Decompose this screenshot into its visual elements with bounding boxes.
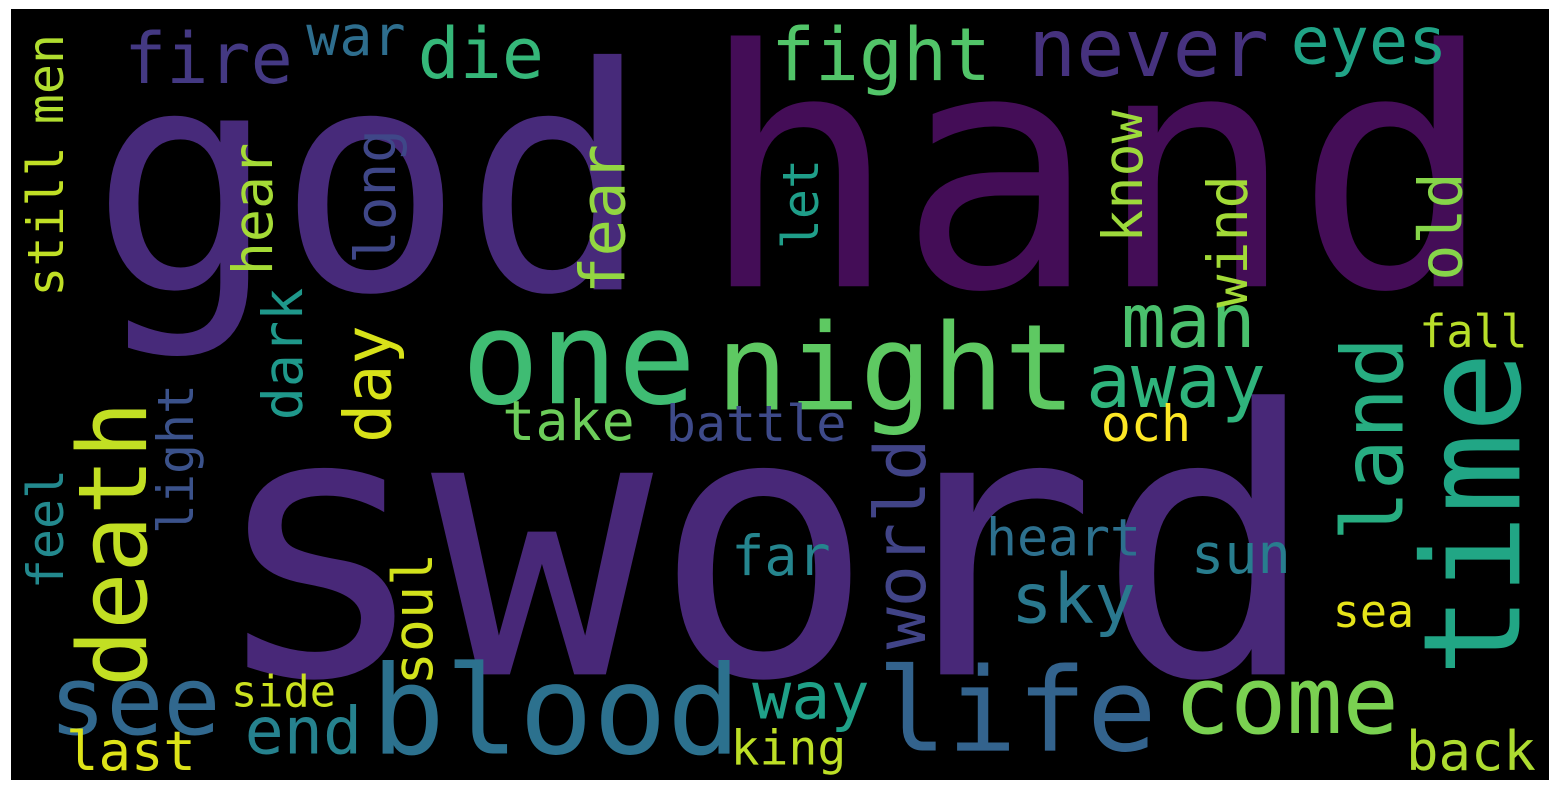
word-cloud: sword hand god time one night blood life…	[11, 9, 1549, 780]
word-one: one	[461, 282, 697, 435]
word-see: see	[49, 645, 221, 757]
word-fire: fire	[124, 17, 293, 100]
word-war: war	[306, 9, 406, 69]
word-fear: fear	[566, 144, 640, 294]
word-fight: fight	[771, 11, 992, 98]
word-end: end	[244, 693, 363, 770]
word-light: light	[146, 383, 205, 534]
word-know: know	[1091, 110, 1156, 243]
word-last: last	[66, 719, 196, 780]
word-old: old	[1405, 172, 1476, 281]
word-long: long	[342, 129, 409, 264]
word-wind: wind	[1196, 175, 1261, 308]
word-god: god	[90, 9, 651, 364]
word-och: och	[1100, 394, 1192, 453]
word-battle: battle	[665, 394, 847, 453]
word-eyes: eyes	[1290, 9, 1448, 80]
word-take: take	[502, 389, 635, 454]
word-sword: sword	[209, 331, 1320, 763]
word-let: let	[771, 158, 831, 250]
word-dark: dark	[251, 287, 316, 421]
word-world: world	[859, 438, 942, 650]
word-land: land	[1323, 336, 1423, 542]
word-back: back	[1406, 719, 1536, 780]
word-king: king	[730, 719, 847, 776]
word-man: man	[1121, 277, 1256, 365]
word-way: way	[752, 658, 870, 735]
word-hear: hear	[221, 142, 286, 276]
word-night: night	[716, 298, 1077, 439]
word-blood: blood	[371, 638, 742, 780]
word-come: come	[1174, 646, 1399, 756]
word-feel: feel	[16, 468, 76, 590]
word-die: die	[417, 12, 545, 95]
word-life: life	[877, 642, 1157, 779]
word-never: never	[1028, 9, 1269, 96]
word-heart: heart	[986, 507, 1142, 568]
word-day: day	[330, 325, 407, 443]
word-men: men	[16, 33, 76, 125]
word-fall: fall	[1419, 304, 1528, 358]
word-hand: hand	[699, 9, 1495, 366]
word-sea: sea	[1332, 584, 1415, 638]
word-side: side	[231, 665, 336, 717]
word-soul: soul	[381, 552, 446, 686]
word-time: time	[1393, 351, 1549, 677]
word-still: still	[16, 146, 76, 297]
word-sky: sky	[1011, 558, 1136, 640]
word-far: far	[731, 524, 831, 589]
word-sun: sun	[1191, 521, 1291, 587]
word-away: away	[1086, 337, 1266, 425]
